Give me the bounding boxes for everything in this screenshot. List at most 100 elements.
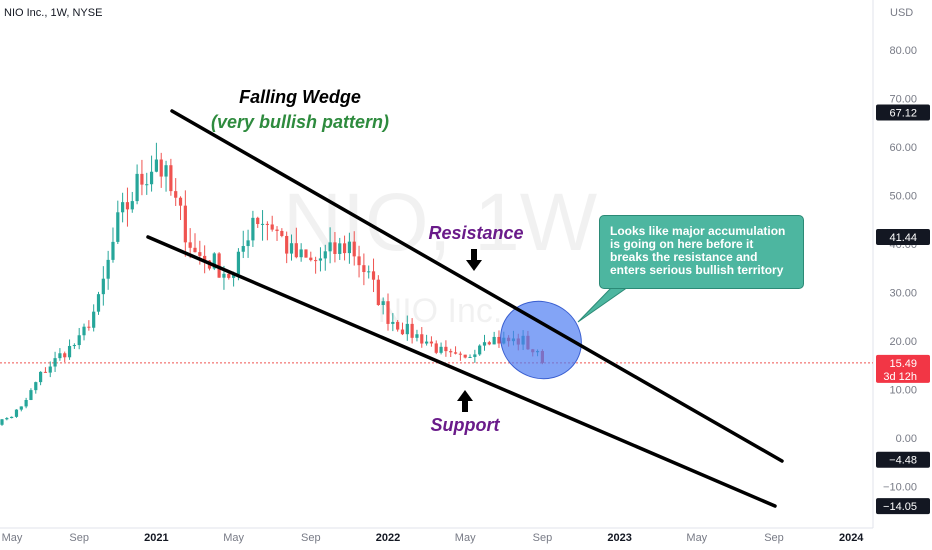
candle-body xyxy=(478,345,482,355)
time-tick-label: May xyxy=(223,532,244,544)
time-tick-label: 2021 xyxy=(144,532,168,544)
candle-body xyxy=(140,173,144,185)
price-badge xyxy=(876,229,930,246)
price-tick-label: 0.00 xyxy=(896,433,917,445)
candle-body xyxy=(246,240,250,247)
candle-body xyxy=(410,323,414,338)
candle-body xyxy=(439,346,443,353)
price-badge-label: 15.49 xyxy=(889,358,917,370)
candle-body xyxy=(159,159,163,177)
currency-label: USD xyxy=(890,7,913,19)
candle-body xyxy=(125,202,130,210)
candle-body xyxy=(323,251,327,259)
price-axis[interactable]: 80.0070.0060.0050.0040.0030.0020.0010.00… xyxy=(883,45,917,494)
candle-body xyxy=(463,354,467,358)
price-badge xyxy=(876,498,930,515)
candle-body xyxy=(251,217,255,241)
candle-body xyxy=(396,321,400,330)
candle-body xyxy=(376,279,380,306)
candle-body xyxy=(400,329,405,335)
candle-body xyxy=(256,217,260,225)
price-tick-label: 20.00 xyxy=(889,336,917,348)
price-tick-label: 60.00 xyxy=(889,142,917,154)
candle-body xyxy=(0,419,4,425)
candle-body xyxy=(169,165,173,192)
candle-body xyxy=(29,390,33,400)
price-badge-countdown: 3d 12h xyxy=(883,371,917,383)
candle-body xyxy=(111,241,115,260)
candle-body xyxy=(260,223,265,225)
candle-body xyxy=(241,246,245,252)
candle-body xyxy=(236,251,241,275)
candle-body xyxy=(468,356,472,358)
candle-body xyxy=(121,202,125,213)
candle-body xyxy=(174,191,178,198)
candle-body xyxy=(72,345,76,347)
resistance-trendline[interactable] xyxy=(170,109,784,463)
candle-body xyxy=(63,353,67,358)
candle-body xyxy=(193,247,197,253)
candle-body xyxy=(371,271,376,280)
candle-body xyxy=(425,341,429,344)
support-label: Support xyxy=(431,415,501,435)
candle-body xyxy=(77,335,81,346)
price-badge-label: −14.05 xyxy=(883,501,917,513)
candle-body xyxy=(338,243,342,254)
candle-body xyxy=(420,334,424,344)
candle-body xyxy=(405,323,409,335)
price-badge-label: 67.12 xyxy=(889,107,917,119)
candle-body xyxy=(227,273,231,278)
candle-body xyxy=(367,271,371,273)
candle-body xyxy=(87,326,91,328)
candle-body xyxy=(265,223,269,225)
candle-body xyxy=(24,399,28,407)
resistance-arrow-icon xyxy=(466,249,482,271)
candle-body xyxy=(82,326,86,336)
candle-body xyxy=(183,205,187,243)
candle-body xyxy=(497,336,501,344)
pattern-title: Falling Wedge xyxy=(239,87,361,107)
price-tick-label: 80.00 xyxy=(889,45,917,57)
price-tick-label: 70.00 xyxy=(889,94,917,106)
candle-body xyxy=(43,371,48,373)
candle-body xyxy=(434,343,438,353)
candle-body xyxy=(92,311,96,328)
candle-body xyxy=(352,241,356,257)
price-badge-label: 41.44 xyxy=(889,232,917,244)
candle-body xyxy=(67,345,72,358)
candle-body xyxy=(294,243,298,258)
candle-body xyxy=(449,351,453,353)
candle-body xyxy=(333,242,337,254)
candle-body xyxy=(5,418,9,420)
candle-body xyxy=(309,257,313,261)
candle-body xyxy=(429,341,434,344)
price-tick-label: 50.00 xyxy=(889,191,917,203)
candle-body xyxy=(14,409,19,417)
accumulation-highlight xyxy=(500,300,582,380)
candle-body xyxy=(96,294,101,312)
candle-body xyxy=(492,336,496,345)
time-tick-label: 2023 xyxy=(607,532,631,544)
candle-body xyxy=(203,255,207,261)
candle-body xyxy=(444,346,448,352)
support-trendline[interactable] xyxy=(146,235,777,508)
time-tick-label: May xyxy=(686,532,707,544)
candle-body xyxy=(285,235,289,254)
candle-body xyxy=(362,265,366,273)
time-tick-label: Sep xyxy=(301,532,321,544)
resistance-label: Resistance xyxy=(428,223,523,243)
candle-body xyxy=(275,229,279,231)
candle-body xyxy=(487,342,491,345)
candle-body xyxy=(222,273,226,278)
candle-body xyxy=(106,259,110,279)
candle-body xyxy=(58,353,62,359)
price-tick-label: 10.00 xyxy=(889,385,917,397)
candle-body xyxy=(198,252,202,256)
time-tick-label: 2024 xyxy=(839,532,864,544)
candle-body xyxy=(188,242,192,248)
time-tick-label: May xyxy=(2,532,23,544)
candle-body xyxy=(347,241,351,254)
time-axis[interactable]: May Sep 2021 May Sep 2022 May Sep 2023 May Sep 2024 xyxy=(2,532,865,544)
